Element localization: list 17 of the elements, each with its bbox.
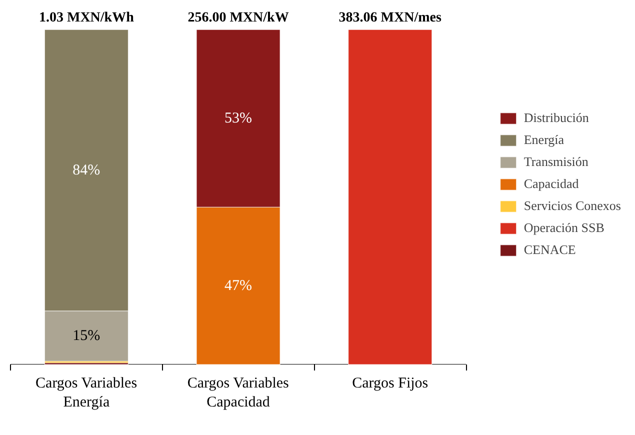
legend-label: CENACE [524,242,576,258]
data-label: 15% [72,328,100,344]
legend-label: Distribución [524,110,589,126]
annotation: 256.00 MXN/kW [188,10,289,26]
legend-label: Transmisión [524,154,588,170]
data-label: 84% [72,162,100,178]
annotation: 383.06 MXN/mes [338,10,442,26]
x-tick-label: Cargos Variables Capacidad [187,376,290,411]
annotation: 1.03 MXN/kWh [38,10,134,26]
x-tick-label: Cargos Variables Energía [36,376,138,411]
legend-label: Servicios Conexos [524,198,621,214]
legend-label: Operación SSB [524,220,604,236]
data-label: 47% [224,278,252,294]
legend-label: Energía [524,132,564,148]
legend-label: Capacidad [524,176,579,192]
data-label: 53% [224,110,252,126]
x-tick-label: Cargos Fijos [352,376,428,392]
